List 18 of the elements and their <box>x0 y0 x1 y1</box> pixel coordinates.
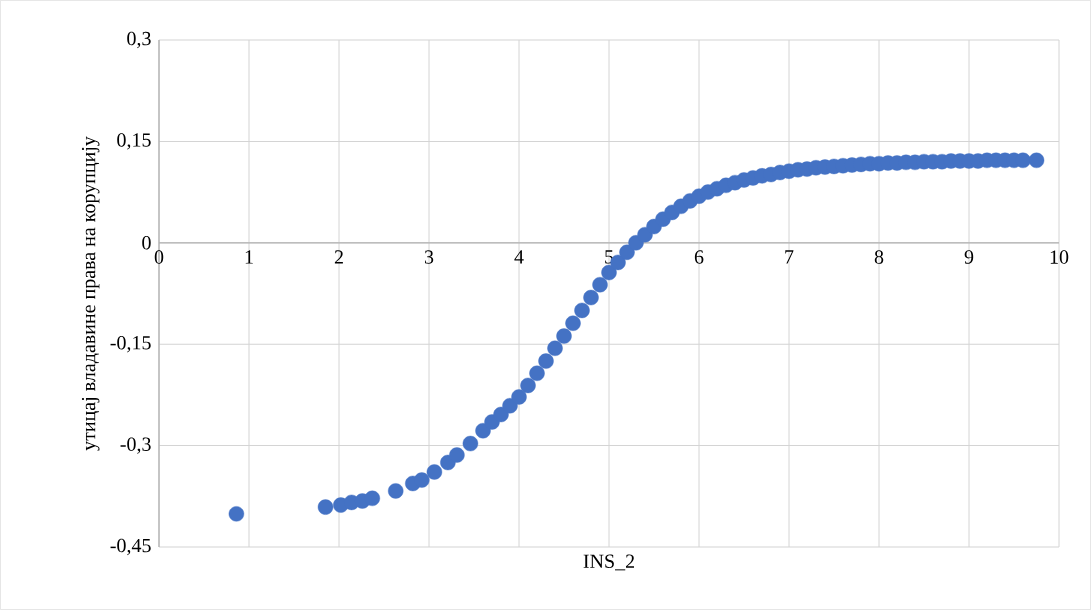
x-tick-label: 1 <box>245 250 253 264</box>
x-tick-label: 9 <box>964 250 974 264</box>
x-tick-label: 6 <box>694 250 704 264</box>
y-tick-label: 0,15 <box>117 133 151 150</box>
y-tick-label: 0,3 <box>127 31 151 49</box>
x-tick-label: 0 <box>154 250 164 264</box>
y-axis-title: утицај владавине права на корупцију <box>81 136 100 451</box>
x-axis-title: INS_2 <box>583 554 635 571</box>
x-tick-label: 7 <box>785 250 794 264</box>
x-tick-label: 10 <box>1050 250 1069 264</box>
x-tick-label: 2 <box>334 250 343 264</box>
y-tick-label: -0,15 <box>110 336 151 353</box>
x-tick-label: 8 <box>874 250 884 264</box>
y-tick-label: 0 <box>142 236 151 250</box>
x-tick-label: 3 <box>424 250 434 264</box>
y-tick-label: -0,3 <box>120 437 151 454</box>
y-tick-label: -0,45 <box>110 538 151 556</box>
x-tick-label: 4 <box>514 250 524 264</box>
